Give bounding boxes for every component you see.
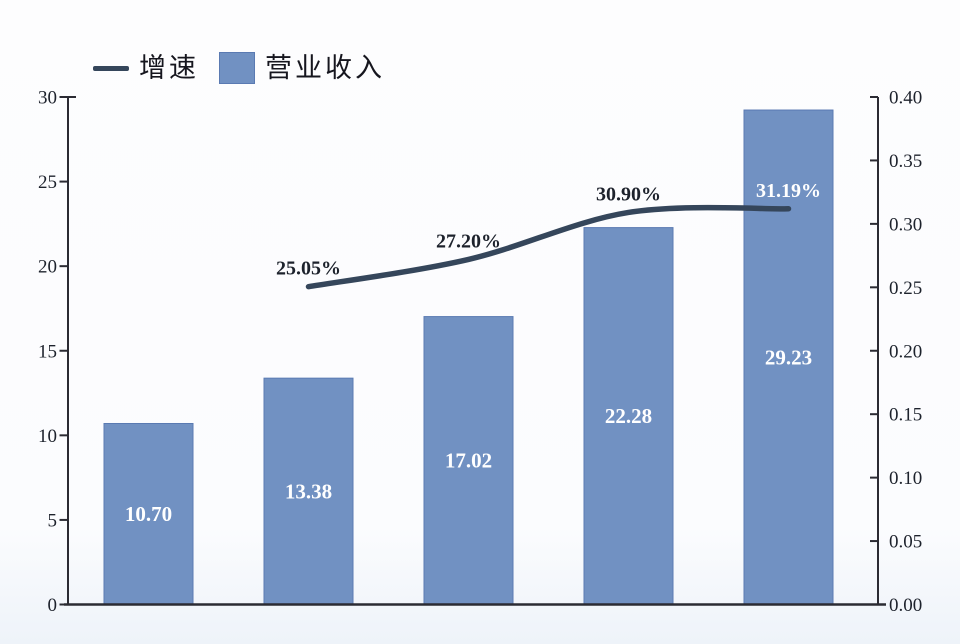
- left-axis-tick-label: 0: [48, 595, 58, 616]
- left-axis-tick-label: 25: [38, 172, 57, 193]
- legend-item-growth: 增速: [93, 55, 199, 82]
- growth-point-label: 31.19%: [756, 180, 821, 202]
- left-axis-tick-label: 20: [38, 257, 57, 278]
- legend-label-revenue: 营业收入: [265, 52, 385, 84]
- right-axis-tick-label: 0.05: [889, 532, 922, 553]
- left-axis-tick-label: 5: [48, 510, 58, 531]
- revenue-bar: [743, 109, 834, 605]
- revenue-bar-value-label: 13.38: [285, 479, 332, 503]
- right-axis-tick-label: 0.10: [889, 468, 922, 489]
- right-axis-tick-label: 0.00: [889, 595, 922, 616]
- legend-label-growth: 增速: [139, 52, 199, 84]
- revenue-bar-value-label: 17.02: [445, 449, 492, 473]
- right-axis-tick-label: 0.40: [889, 88, 922, 109]
- revenue-bar-value-label: 29.23: [765, 345, 812, 369]
- revenue-bar-value-label: 10.70: [125, 502, 172, 526]
- growth-point-label: 27.20%: [436, 230, 501, 252]
- right-axis-tick-label: 0.25: [889, 278, 922, 299]
- right-axis-tick-label: 0.15: [889, 405, 922, 426]
- revenue-bar: [103, 422, 194, 605]
- revenue-bar: [583, 227, 674, 605]
- revenue-bar: [423, 316, 514, 605]
- chart-legend: 增速 营业收入: [93, 50, 385, 86]
- line-series-swatch-icon: [93, 65, 129, 71]
- left-axis-tick-label: 15: [38, 341, 57, 362]
- right-axis-tick-label: 0.20: [889, 341, 922, 362]
- growth-point-label: 25.05%: [276, 258, 341, 280]
- right-axis-tick-label: 0.30: [889, 214, 922, 235]
- left-axis-tick-label: 10: [38, 426, 57, 447]
- growth-line: [305, 204, 792, 290]
- right-axis-tick-label: 0.35: [889, 151, 922, 172]
- left-axis-tick-label: 30: [38, 88, 57, 109]
- legend-item-revenue: 营业收入: [219, 52, 385, 84]
- revenue-bar: [263, 377, 354, 605]
- revenue-bar-value-label: 22.28: [605, 404, 652, 428]
- bar-series-swatch-icon: [219, 52, 255, 84]
- growth-point-label: 30.90%: [596, 183, 661, 205]
